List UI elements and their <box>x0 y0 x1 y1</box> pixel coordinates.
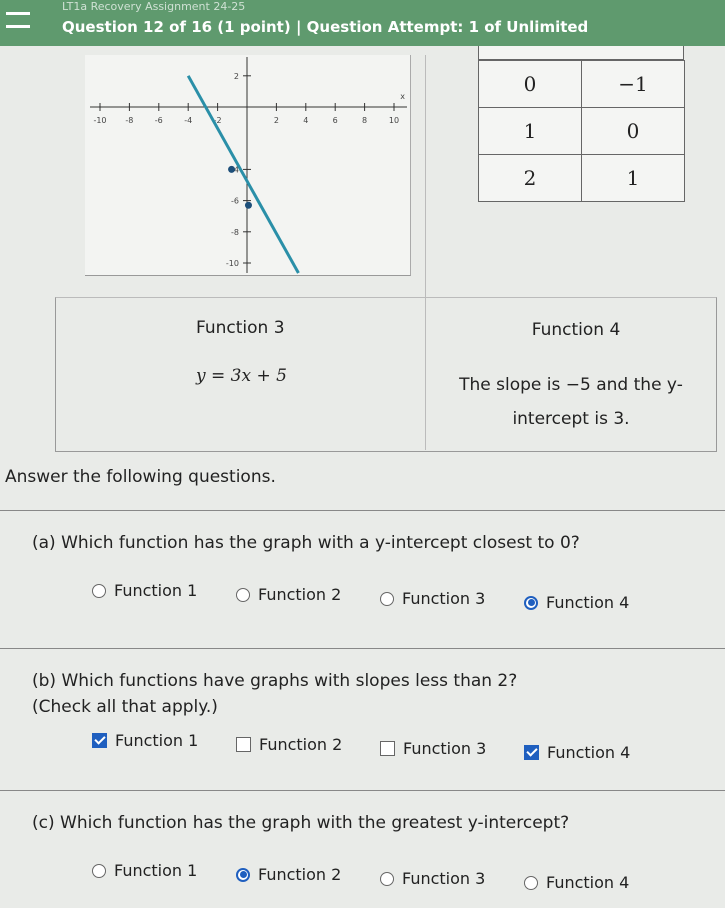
option[interactable]: Function 3 <box>380 869 485 888</box>
y-tick-label: -10 <box>226 259 239 268</box>
radio-button[interactable] <box>236 867 250 882</box>
option-label: Function 3 <box>403 739 487 758</box>
option-label: Function 2 <box>259 735 343 754</box>
option-label: Function 4 <box>547 743 631 762</box>
radio-button[interactable] <box>524 595 538 610</box>
option[interactable]: Function 2 <box>236 865 341 884</box>
question-text: (a) Which function has the graph with a … <box>32 533 580 553</box>
course-title: LT1a Recovery Assignment 24-25 <box>62 0 246 13</box>
function-formula: y = 3x + 5 <box>196 366 287 386</box>
checkbox[interactable] <box>236 737 251 752</box>
checkbox[interactable] <box>92 733 107 748</box>
option[interactable]: Function 1 <box>92 731 198 750</box>
x-tick-label: 8 <box>362 116 367 125</box>
option[interactable]: Function 4 <box>524 743 630 762</box>
question-text: (b) Which functions have graphs with slo… <box>32 671 518 691</box>
question-text: (c) Which function has the graph with th… <box>32 813 570 833</box>
option-label: Function 1 <box>114 581 198 600</box>
y-tick-label: 2 <box>234 72 239 81</box>
x-tick-label: -2 <box>214 116 222 125</box>
table-cell: −1 <box>581 60 685 108</box>
question-number: Question 12 of 16 (1 point) <box>62 18 291 36</box>
menu-icon[interactable] <box>6 12 30 28</box>
table-row: 0 −1 <box>478 60 685 108</box>
x-tick-label: -6 <box>155 116 163 125</box>
table-cell: 0 <box>581 107 685 155</box>
table-cell: 1 <box>478 107 582 155</box>
x-axis-label: x <box>400 92 405 101</box>
option-label: Function 4 <box>546 873 630 892</box>
table-cell: 1 <box>581 154 685 202</box>
radio-button[interactable] <box>524 875 538 890</box>
option[interactable]: Function 3 <box>380 589 485 608</box>
option[interactable]: Function 4 <box>524 873 629 892</box>
option-label: Function 2 <box>258 865 342 884</box>
divider <box>425 55 426 450</box>
option-label: Function 3 <box>402 869 486 888</box>
option-label: Function 1 <box>115 731 199 750</box>
checkbox[interactable] <box>380 741 395 756</box>
table-cell: 2 <box>478 154 582 202</box>
x-tick-label: 10 <box>389 116 399 125</box>
x-tick-label: 6 <box>333 116 338 125</box>
option[interactable]: Function 3 <box>380 739 486 758</box>
option[interactable]: Function 2 <box>236 735 342 754</box>
x-tick-label: 2 <box>274 116 279 125</box>
checkbox[interactable] <box>524 745 539 760</box>
x-tick-label: -8 <box>125 116 133 125</box>
radio-button[interactable] <box>380 871 394 886</box>
option[interactable]: Function 4 <box>524 593 629 612</box>
question-info: Question 12 of 16 (1 point) | Question A… <box>62 18 588 36</box>
radio-button[interactable] <box>92 583 106 598</box>
attempt-info: Question Attempt: 1 of Unlimited <box>306 18 589 36</box>
table-cell: 0 <box>478 60 582 108</box>
table-header-cut <box>478 46 684 60</box>
question: (c) Which function has the graph with th… <box>0 790 725 892</box>
x-tick-label: -10 <box>93 116 106 125</box>
function-line <box>186 75 300 274</box>
option-label: Function 1 <box>114 861 198 880</box>
function-name: Function 3 <box>196 318 285 338</box>
point <box>228 165 236 173</box>
radio-button[interactable] <box>92 863 106 878</box>
function-description: The slope is −5 and the y-intercept is 3… <box>459 375 683 429</box>
x-tick-label: 4 <box>303 116 308 125</box>
prompt: Answer the following questions. <box>5 467 276 487</box>
header-bar: LT1a Recovery Assignment 24-25 Question … <box>0 0 725 46</box>
option-label: Function 4 <box>546 593 630 612</box>
x-tick-label: -4 <box>184 116 192 125</box>
option[interactable]: Function 2 <box>236 585 341 604</box>
radio-button[interactable] <box>236 587 250 602</box>
radio-button[interactable] <box>380 591 394 606</box>
table: 0 −1 1 0 2 1 <box>478 60 685 202</box>
question-note: (Check all that apply.) <box>32 697 218 717</box>
y-tick-label: -8 <box>231 228 239 237</box>
table-wrap: 0 −1 1 0 2 1 <box>478 46 685 202</box>
separator: | <box>295 18 302 36</box>
option-label: Function 3 <box>402 589 486 608</box>
option[interactable]: Function 1 <box>92 861 197 880</box>
functions-panel: Function 3 y = 3x + 5 Function 4 The slo… <box>55 297 717 452</box>
function-name: Function 4 <box>531 320 621 340</box>
option[interactable]: Function 1 <box>92 581 197 600</box>
point <box>244 201 252 209</box>
y-tick-label: -6 <box>231 197 239 206</box>
option-label: Function 2 <box>258 585 342 604</box>
question: (a) Which function has the graph with a … <box>0 510 725 649</box>
question: (b) Which functions have graphs with slo… <box>0 648 725 791</box>
